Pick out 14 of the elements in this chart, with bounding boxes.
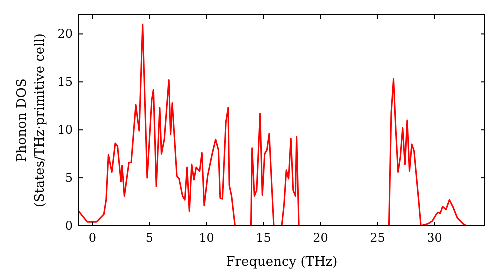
y-tick-label: 10 — [58, 123, 73, 138]
x-tick-label: 25 — [370, 231, 386, 245]
x-tick-label: 30 — [427, 231, 442, 245]
y-tick-label: 5 — [65, 171, 73, 186]
y-tick-label: 0 — [65, 219, 73, 233]
x-tick-label: 10 — [199, 231, 214, 245]
x-tick-label: 0 — [88, 231, 97, 245]
x-tick-label: 5 — [146, 231, 154, 245]
x-axis-title: Frequency (THz) — [226, 255, 338, 270]
y-tick-label: 15 — [58, 75, 73, 90]
x-tick-label: 20 — [313, 231, 328, 245]
x-tick-label: 15 — [256, 231, 272, 245]
y-axis-title: Phonon DOS (States/THz·primitive cell) — [15, 33, 48, 208]
y-tick-label: 20 — [58, 27, 73, 42]
